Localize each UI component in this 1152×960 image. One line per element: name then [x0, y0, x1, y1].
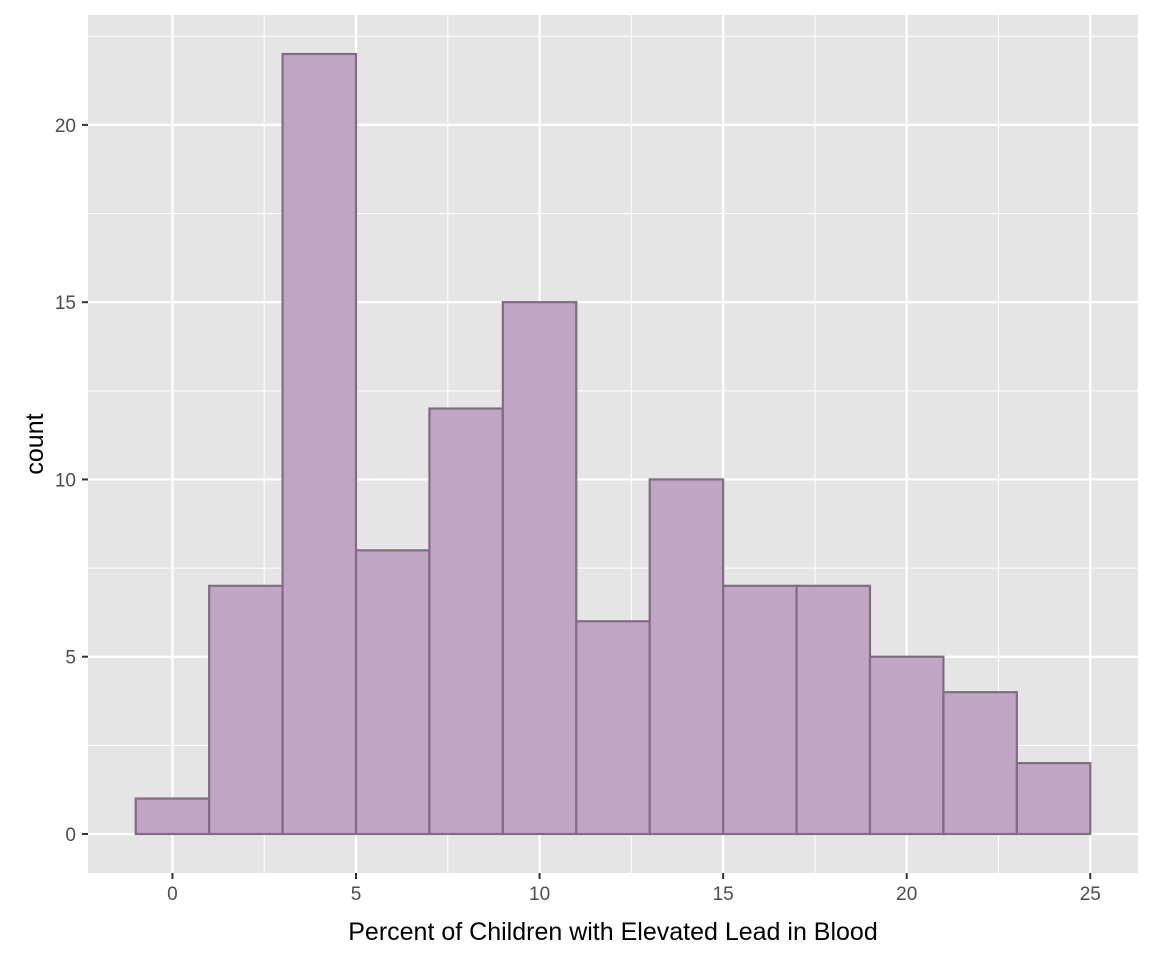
y-tick-label: 10 [55, 470, 76, 491]
x-tick-label: 25 [1080, 884, 1101, 905]
y-tick-label: 5 [65, 648, 76, 669]
histogram-bar [795, 584, 872, 836]
y-tick-label: 20 [55, 116, 76, 137]
histogram-bar [354, 549, 431, 836]
histogram-bar [208, 584, 284, 836]
histogram-bar [1015, 761, 1092, 836]
y-axis-title: count [21, 413, 49, 474]
histogram-bar [722, 584, 798, 836]
histogram-bar [428, 407, 504, 836]
histogram-bar [942, 691, 1018, 836]
histogram-bar [134, 797, 211, 836]
histogram-bars [134, 52, 1092, 836]
x-axis-title: Percent of Children with Elevated Lead i… [348, 918, 878, 946]
x-tick-label: 5 [351, 884, 362, 905]
y-tick-label: 0 [65, 825, 76, 846]
y-tick-label: 15 [55, 293, 76, 314]
x-tick-label: 20 [896, 884, 917, 905]
histogram-bar [648, 478, 725, 836]
histogram-bar [281, 52, 358, 836]
y-axis: 0 5 10 15 20 [55, 116, 88, 846]
histogram-bar [501, 301, 578, 836]
x-tick-label: 10 [529, 884, 550, 905]
histogram-bar [575, 620, 651, 836]
x-axis: 0 5 10 15 20 25 [167, 873, 1101, 905]
histogram-bar [868, 655, 945, 836]
x-tick-label: 0 [167, 884, 178, 905]
x-tick-label: 15 [713, 884, 734, 905]
